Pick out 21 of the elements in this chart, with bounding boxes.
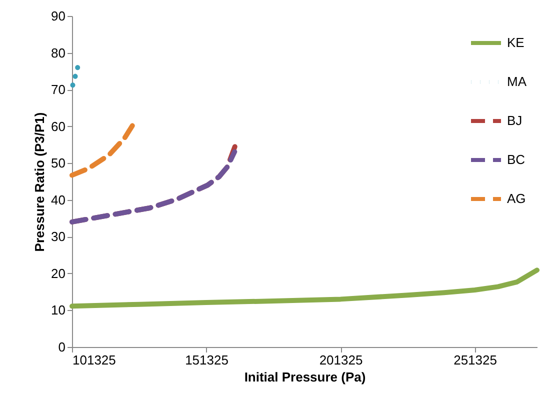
x-tick-label: 151325	[185, 352, 228, 368]
y-tick-label: 0	[58, 340, 66, 354]
legend-label: MA	[507, 74, 527, 89]
y-tick-label: 30	[51, 229, 66, 244]
x-tick-label: 251325	[454, 352, 497, 368]
y-tick-label: 80	[51, 45, 66, 60]
y-tick-label: 90	[51, 8, 66, 24]
y-tick-label: 50	[51, 156, 66, 171]
legend-label: KE	[507, 35, 525, 50]
y-tick-label: 40	[51, 192, 66, 208]
x-tick-label: 201325	[319, 352, 363, 368]
legend-label: BC	[507, 152, 526, 167]
y-tick-label: 20	[51, 266, 66, 281]
legend-label: AG	[507, 191, 526, 206]
y-tick-label: 60	[51, 118, 66, 134]
y-tick-label: 70	[51, 82, 66, 98]
y-tick-label: 10	[51, 302, 66, 318]
x-tick-label: 101325	[72, 352, 116, 368]
y-axis-title: Pressure Ratio (P3/P1)	[32, 112, 48, 252]
legend-label: BJ	[507, 113, 522, 128]
x-axis-title: Initial Pressure (Pa)	[244, 370, 366, 384]
